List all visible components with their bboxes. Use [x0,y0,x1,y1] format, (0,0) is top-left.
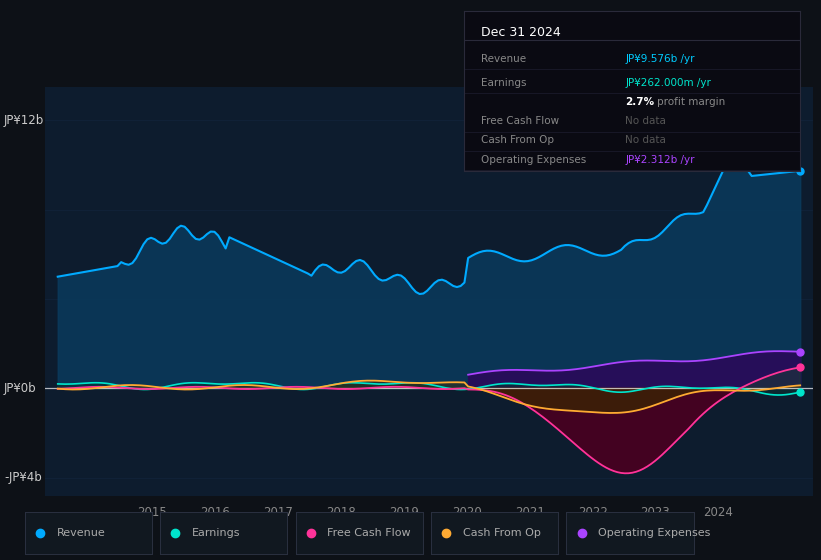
Text: JP¥9.576b /yr: JP¥9.576b /yr [626,54,695,64]
Text: Earnings: Earnings [481,78,526,88]
Text: JP¥0b: JP¥0b [4,382,37,395]
Text: Earnings: Earnings [192,529,241,538]
Text: No data: No data [626,136,667,146]
Text: -JP¥4b: -JP¥4b [4,471,42,484]
Text: Free Cash Flow: Free Cash Flow [481,116,559,127]
Text: Cash From Op: Cash From Op [481,136,553,146]
Text: JP¥12b: JP¥12b [4,114,44,127]
Text: profit margin: profit margin [658,97,726,107]
Text: Revenue: Revenue [57,529,105,538]
Text: Cash From Op: Cash From Op [463,529,541,538]
Text: Operating Expenses: Operating Expenses [481,155,586,165]
Text: Dec 31 2024: Dec 31 2024 [481,26,561,39]
Text: Free Cash Flow: Free Cash Flow [328,529,411,538]
Text: JP¥262.000m /yr: JP¥262.000m /yr [626,78,711,88]
Text: JP¥2.312b /yr: JP¥2.312b /yr [626,155,695,165]
Text: No data: No data [626,116,667,127]
Text: Revenue: Revenue [481,54,525,64]
Text: Operating Expenses: Operating Expenses [599,529,711,538]
Text: 2.7%: 2.7% [626,97,654,107]
